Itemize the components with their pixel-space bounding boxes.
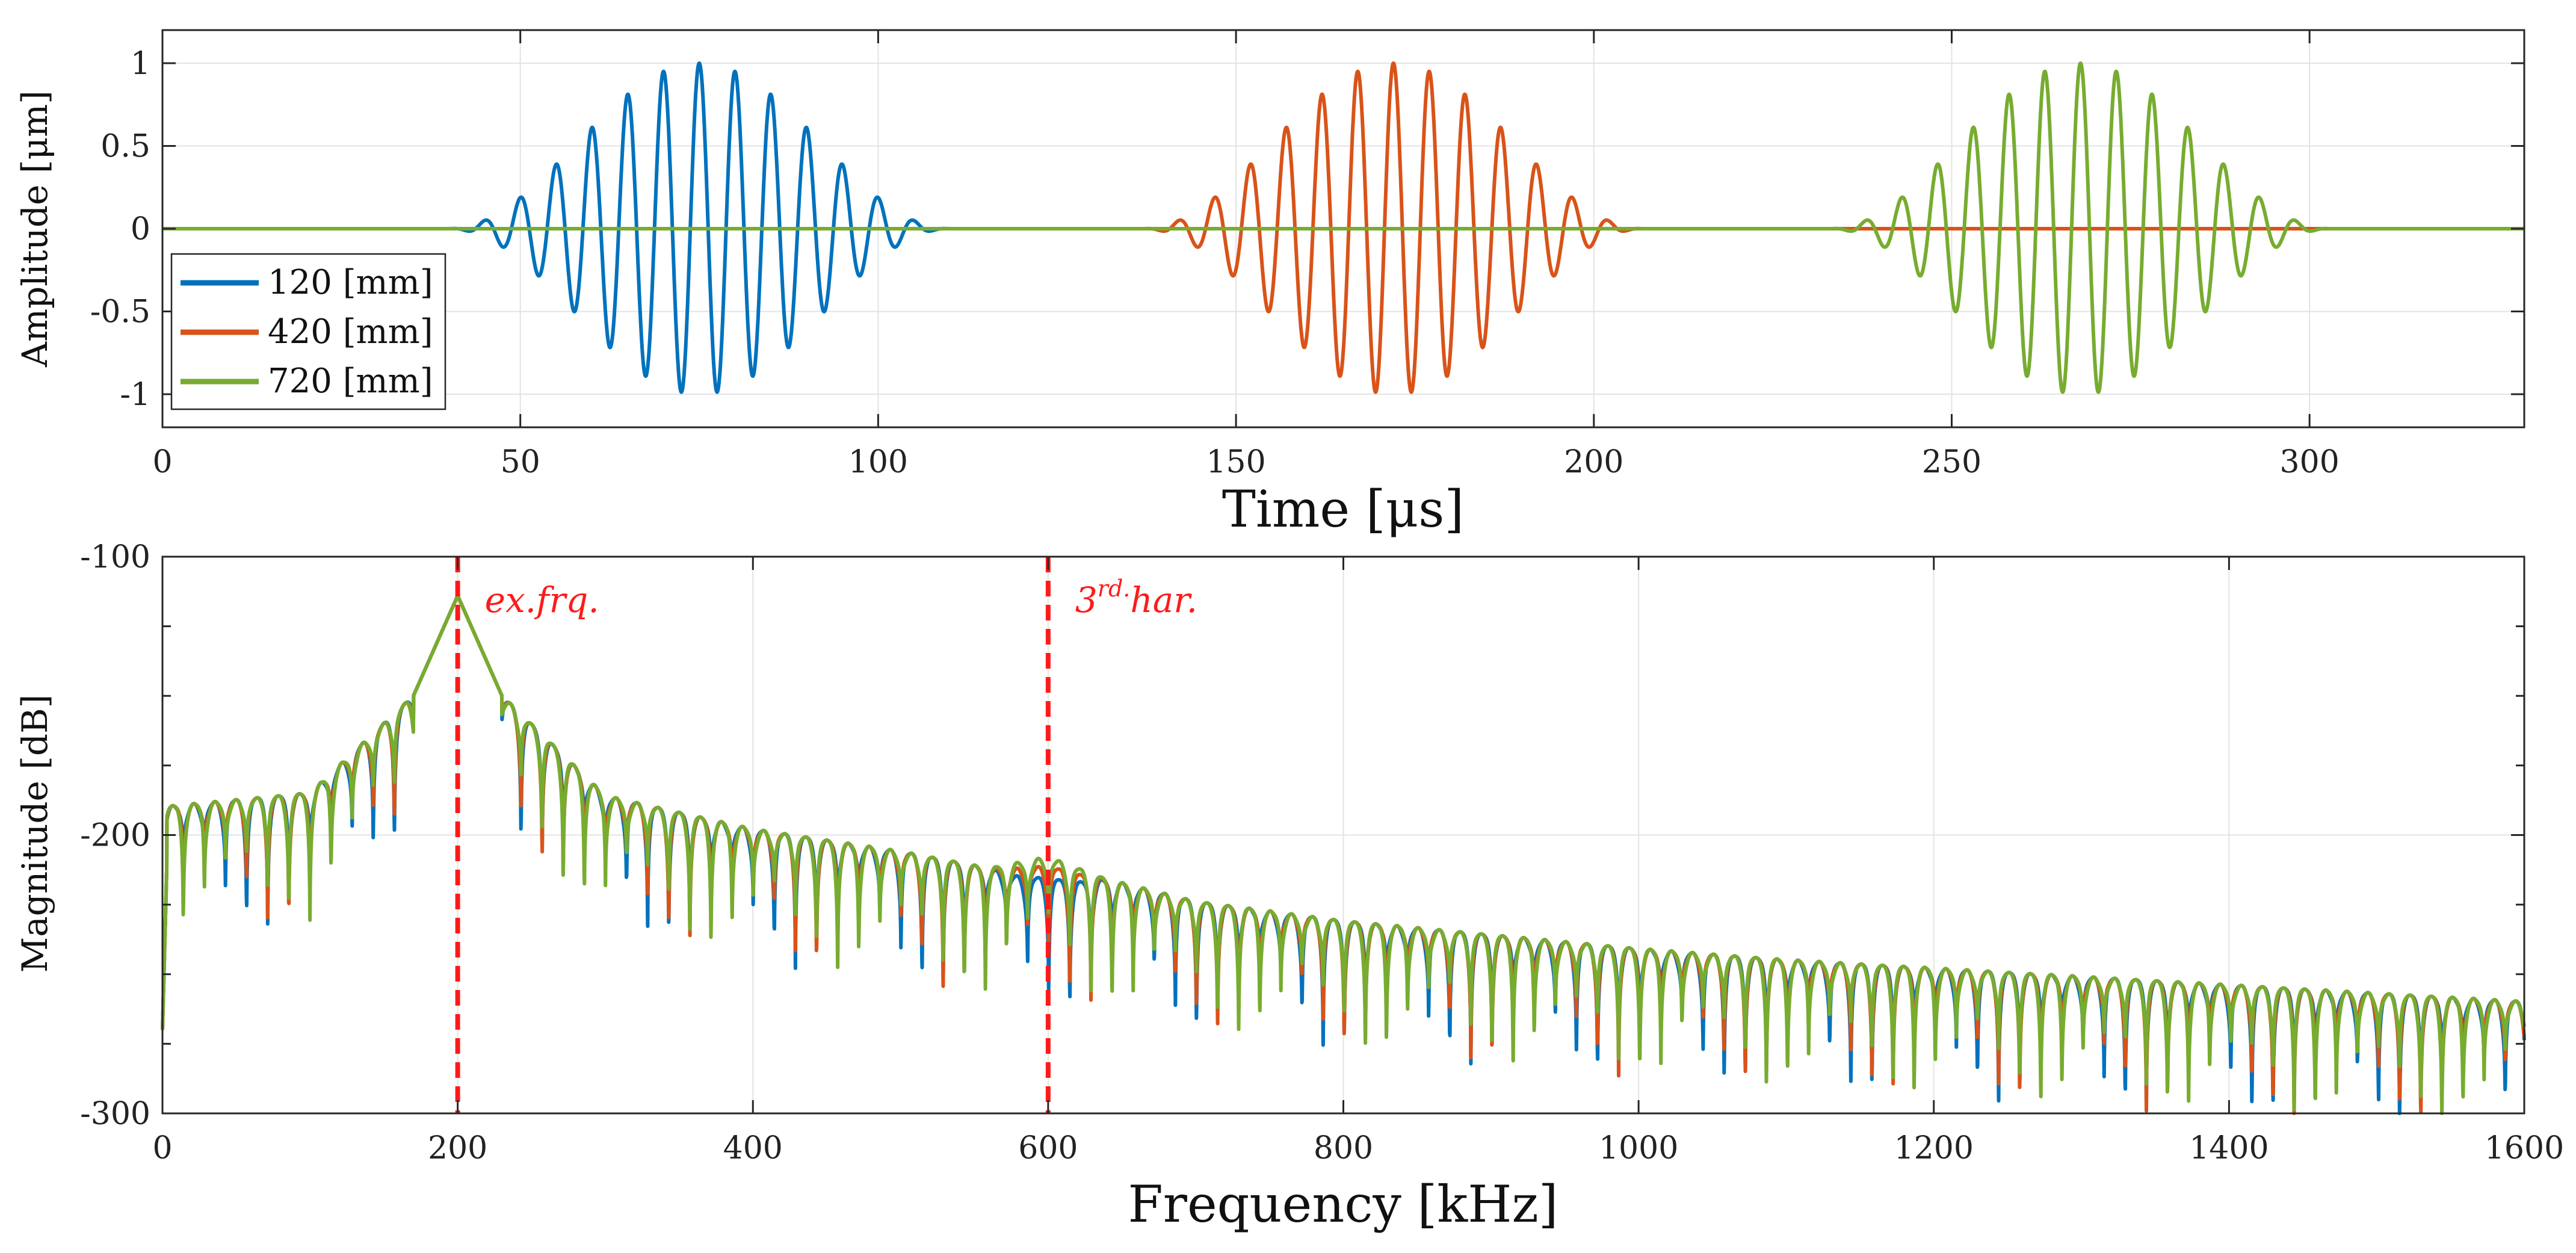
time-ytick-label: 1 — [131, 46, 150, 82]
time-ytick-label: -1 — [120, 377, 150, 413]
time-ticks — [161, 30, 2524, 427]
time-ylabel: Amplitude [μm] — [14, 90, 55, 368]
time-xtick-label: 100 — [848, 444, 908, 480]
frequency-ytick-label: -300 — [80, 1096, 150, 1132]
legend-entry-720: 720 [mm] — [181, 362, 433, 401]
frequency-xtick-labels: 0 200 400 600 800 1000 1200 1400 1600 — [152, 1130, 2564, 1166]
time-xtick-label: 150 — [1206, 444, 1265, 480]
time-ytick-label: 0.5 — [100, 129, 150, 165]
frequency-xtick-label: 400 — [723, 1130, 783, 1166]
annotation-label: ex.frq. — [485, 580, 599, 620]
frequency-xtick-label: 200 — [428, 1130, 487, 1166]
frequency-ytick-label: -100 — [80, 539, 150, 575]
legend: 120 [mm] 420 [mm] 720 [mm] — [170, 253, 446, 410]
time-ytick-label: 0 — [131, 211, 150, 247]
time-ytick-label: -0.5 — [90, 294, 150, 330]
frequency-ticks — [161, 555, 2525, 1115]
time-panel: 0 50 100 150 200 250 300 1 0.5 0 -0.5 -1 Time [μs]… — [14, 29, 2526, 539]
time-xtick-label: 50 — [501, 444, 540, 480]
legend-entry-120: 120 [mm] — [181, 263, 433, 302]
frequency-ylabel: Magnitude [dB] — [14, 695, 55, 973]
time-xtick-label: 200 — [1564, 444, 1623, 480]
legend-label-120: 120 [mm] — [268, 263, 433, 302]
frequency-xtick-label: 1200 — [1894, 1130, 1974, 1166]
legend-label-720: 720 [mm] — [268, 362, 433, 401]
time-series-line — [161, 61, 2526, 394]
frequency-xtick-label: 1600 — [2485, 1130, 2564, 1166]
frequency-xtick-label: 0 — [152, 1130, 172, 1166]
time-xtick-label: 0 — [152, 444, 172, 480]
frequency-series-group — [161, 593, 2526, 1115]
legend-entry-420: 420 [mm] — [181, 312, 433, 351]
time-ytick-labels: 1 0.5 0 -0.5 -1 — [90, 46, 150, 413]
annotation-label: 3rd.har. — [1075, 575, 1197, 620]
frequency-xtick-label: 800 — [1314, 1130, 1373, 1166]
frequency-ytick-label: -200 — [80, 818, 150, 854]
time-xtick-label: 300 — [2280, 444, 2340, 480]
frequency-panel: ex.frq. 3rd.har. 0 200 400 600 800 1000 1200 140… — [14, 539, 2564, 1234]
frequency-xtick-label: 1000 — [1599, 1130, 1678, 1166]
time-xlabel: Time [μs] — [1222, 480, 1464, 539]
frequency-xtick-label: 1400 — [2189, 1130, 2269, 1166]
legend-label-420: 420 [mm] — [268, 312, 433, 351]
frequency-xtick-label: 600 — [1018, 1130, 1078, 1166]
frequency-annotations: ex.frq. 3rd.har. — [455, 557, 1197, 1113]
frequency-series-line — [161, 593, 2526, 1115]
time-series-group — [161, 61, 2526, 394]
time-xtick-label: 250 — [1922, 444, 1981, 480]
frequency-ytick-labels: -100 -200 -300 — [80, 539, 150, 1132]
frequency-xlabel: Frequency [kHz] — [1128, 1175, 1558, 1234]
time-xtick-labels: 0 50 100 150 200 250 300 — [152, 444, 2339, 480]
